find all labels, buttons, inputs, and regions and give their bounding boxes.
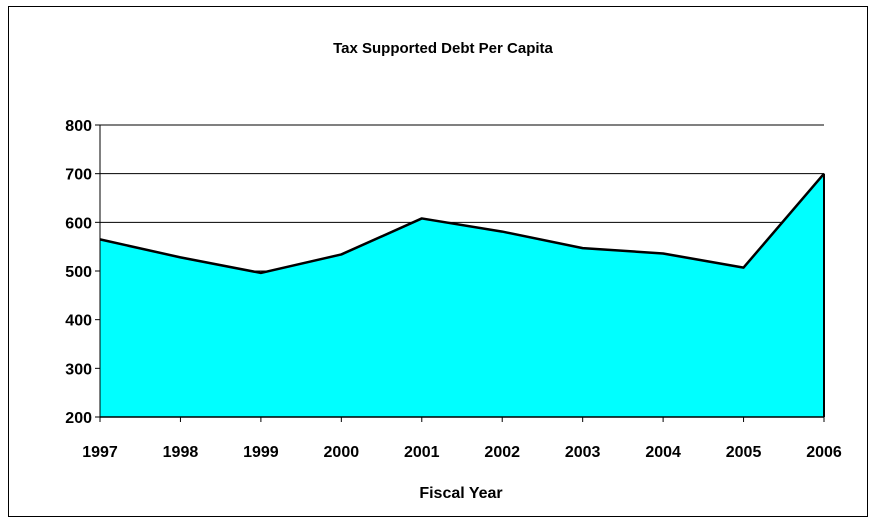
x-tick-label: 2006 bbox=[806, 444, 842, 461]
x-tick-label: 2001 bbox=[404, 444, 440, 461]
y-tick-label: 300 bbox=[65, 361, 92, 378]
x-tick-label: 1998 bbox=[163, 444, 199, 461]
series-line bbox=[99, 172, 825, 275]
x-tick-labels: 1997 1998 1999 2000 2001 2002 2003 2004 2005 2006 bbox=[82, 444, 842, 461]
x-axis-label: Fiscal Year bbox=[419, 485, 502, 502]
axes bbox=[99, 125, 825, 422]
x-tick-label: 2004 bbox=[645, 444, 681, 461]
y-tick-labels: 200 300 400 500 600 700 800 bbox=[65, 118, 92, 427]
y-tick-label: 200 bbox=[65, 410, 92, 427]
y-tick-label: 800 bbox=[65, 118, 92, 135]
x-tick-label: 1999 bbox=[243, 444, 279, 461]
x-tick-label: 1997 bbox=[82, 444, 118, 461]
y-tick-label: 400 bbox=[65, 313, 92, 330]
y-tick-label: 500 bbox=[65, 264, 92, 281]
y-tick-label: 600 bbox=[65, 215, 92, 232]
x-tick-label: 2005 bbox=[726, 444, 762, 461]
x-tick-label: 2000 bbox=[324, 444, 360, 461]
x-tick-label: 2002 bbox=[484, 444, 520, 461]
series-area bbox=[100, 173, 824, 417]
chart-title: Tax Supported Debt Per Capita bbox=[333, 40, 553, 57]
x-tick-label: 2003 bbox=[565, 444, 601, 461]
y-tick-label: 700 bbox=[65, 167, 92, 184]
